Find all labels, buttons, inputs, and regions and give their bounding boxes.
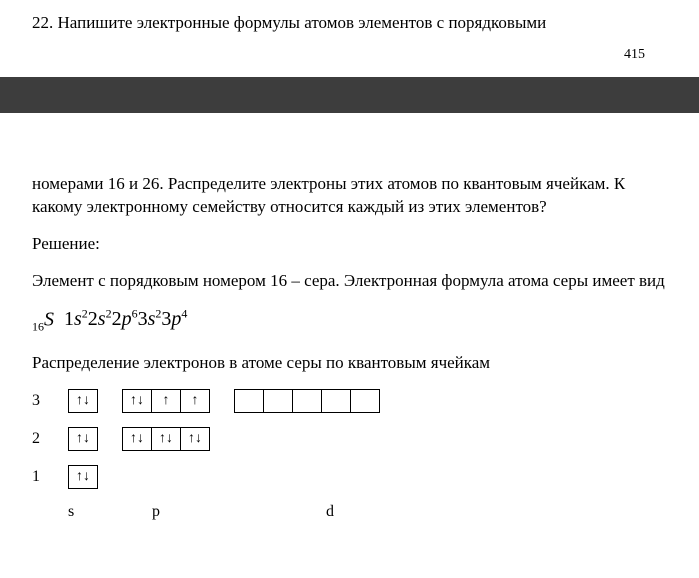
term-n: 3 — [138, 308, 148, 330]
orbital-group: ↑↓↑↓↑↓ — [122, 427, 210, 451]
question-line-1: 22. Напишите электронные формулы атомов … — [32, 12, 667, 35]
question-continuation: номерами 16 и 26. Распределите электроны… — [32, 173, 667, 219]
term-n: 2 — [112, 308, 122, 330]
term-n: 3 — [161, 308, 171, 330]
orbital-cell: ↑↓ — [122, 427, 152, 451]
orbital-cell: ↑↓ — [122, 389, 152, 413]
orbital-diagram: 3↑↓↑↓↑↑2↑↓↑↓↑↓↑↓1↑↓ — [32, 389, 667, 489]
label-s: s — [68, 503, 122, 521]
orbital-cell: ↑↓ — [68, 427, 98, 451]
level-number: 1 — [32, 468, 50, 486]
level-number: 2 — [32, 430, 50, 448]
term-n: 1 — [64, 308, 74, 330]
config-terms: 1s22s22p63s23p4 — [64, 308, 187, 330]
orbital-group: ↑↓↑↑ — [122, 389, 210, 413]
level-row: 2↑↓↑↓↑↓↑↓ — [32, 427, 667, 451]
paragraph-2: Распределение электронов в атоме серы по… — [32, 352, 667, 375]
orbital-cell — [321, 389, 351, 413]
solution-label: Решение: — [32, 233, 667, 256]
level-number: 3 — [32, 392, 50, 410]
header-area: 22. Напишите электронные формулы атомов … — [0, 0, 699, 77]
term-e: 4 — [181, 307, 187, 321]
label-d: d — [266, 503, 334, 521]
level-row: 3↑↓↑↓↑↑ — [32, 389, 667, 413]
orbital-cell: ↑ — [180, 389, 210, 413]
body-area: номерами 16 и 26. Распределите электроны… — [0, 113, 699, 531]
level-row: 1 ↑↓ — [32, 465, 667, 489]
electron-formula: 16S 1s22s22p63s23p4 — [32, 307, 667, 335]
page-number: 415 — [32, 35, 667, 73]
orbital-cell — [292, 389, 322, 413]
page-separator — [0, 77, 699, 113]
orbital-cell: ↑↓ — [180, 427, 210, 451]
orbital-cell: ↑↓ — [151, 427, 181, 451]
orbital-cell — [350, 389, 380, 413]
term-l: s — [74, 308, 82, 330]
page: 22. Напишите электронные формулы атомов … — [0, 0, 699, 531]
orbital-cell: ↑ — [151, 389, 181, 413]
orbital-group: ↑↓ — [68, 465, 98, 489]
term-l: p — [122, 308, 132, 330]
element-symbol: S — [44, 308, 54, 330]
term-l: s — [98, 308, 106, 330]
orbital-cell: ↑↓ — [68, 389, 98, 413]
paragraph-1: Элемент с порядковым номером 16 – сера. … — [32, 270, 667, 293]
term-n: 2 — [88, 308, 98, 330]
sublevel-labels-row: s p d — [32, 503, 667, 521]
label-p: p — [122, 503, 266, 521]
orbital-group — [234, 389, 380, 413]
orbital-group: ↑↓ — [68, 389, 98, 413]
orbital-cell — [263, 389, 293, 413]
atomic-number: 16 — [32, 319, 44, 333]
orbital-group: ↑↓ — [68, 427, 98, 451]
term-l: p — [171, 308, 181, 330]
orbital-cell: ↑↓ — [68, 465, 98, 489]
orbital-cell — [234, 389, 264, 413]
